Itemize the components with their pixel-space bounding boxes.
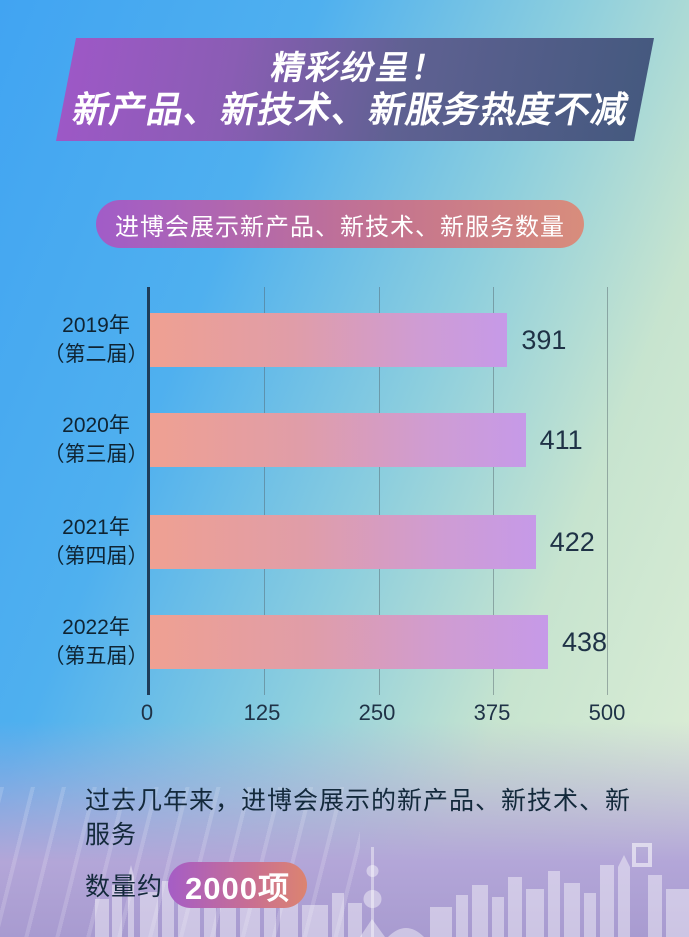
bar-value-2022: 438	[561, 626, 607, 657]
category-session: （第四届）	[43, 545, 149, 568]
bar-row-2022: 438	[150, 615, 607, 669]
gridline-375	[492, 287, 494, 695]
bar-chart: 2019年 （第二届） 2020年 （第三届） 2021年 （第四届） 2022…	[0, 287, 689, 737]
title-line-2: 新产品、新技术、新服务热度不减	[69, 88, 633, 130]
footer-line-1: 过去几年来，进博会展示的新产品、新技术、新服务	[85, 787, 632, 849]
bar-value-2019: 391	[521, 324, 567, 355]
chart-subtitle-pill: 进博会展示新产品、新技术、新服务数量	[96, 200, 584, 248]
category-label-2021: 2021年 （第四届）	[26, 515, 166, 569]
category-session: （第二届）	[43, 343, 149, 366]
title-banner: 精彩纷呈！ 新产品、新技术、新服务热度不减	[55, 38, 655, 141]
x-tick-250: 250	[358, 700, 396, 725]
category-session: （第三届）	[43, 443, 149, 466]
bar-row-2021: 422	[150, 515, 607, 569]
bar-value-2020: 411	[539, 424, 583, 455]
bar-2022	[150, 615, 548, 669]
plot-area: 391 411 422 438	[147, 287, 608, 695]
category-year: 2021年	[62, 516, 130, 539]
bar-row-2019: 391	[150, 313, 607, 367]
x-tick-125: 125	[243, 700, 281, 725]
title-line-1: 精彩纷呈！	[268, 48, 451, 86]
category-session: （第五届）	[43, 645, 149, 668]
count-highlight-badge: 2000项	[168, 862, 307, 908]
x-tick-0: 0	[140, 700, 154, 725]
light-streaks-decoration	[0, 787, 360, 937]
chart-subtitle-text: 进博会展示新产品、新技术、新服务数量	[115, 213, 565, 241]
category-year: 2022年	[62, 616, 130, 639]
gridline-125	[264, 287, 266, 695]
category-label-2019: 2019年 （第二届）	[26, 313, 166, 367]
footer-line-2-prefix: 数量约	[85, 873, 164, 901]
bar-2019	[150, 313, 508, 367]
x-axis-ticks: 0 125 250 375 500	[141, 700, 625, 730]
bar-2021	[150, 515, 536, 569]
gridline-500	[607, 287, 608, 695]
category-year: 2019年	[62, 314, 130, 337]
bar-row-2020: 411	[150, 413, 607, 467]
category-label-2020: 2020年 （第三届）	[26, 413, 166, 467]
footer-note: 过去几年来，进博会展示的新产品、新技术、新服务 数量约 2000项	[85, 784, 645, 908]
category-label-2022: 2022年 （第五届）	[26, 615, 166, 669]
footer-line-2: 数量约 2000项	[85, 862, 645, 908]
x-tick-375: 375	[473, 700, 511, 725]
bar-value-2021: 422	[549, 526, 595, 557]
category-year: 2020年	[62, 414, 130, 437]
x-tick-500: 500	[588, 700, 626, 725]
bar-2020	[150, 413, 526, 467]
gridline-250	[378, 287, 380, 695]
